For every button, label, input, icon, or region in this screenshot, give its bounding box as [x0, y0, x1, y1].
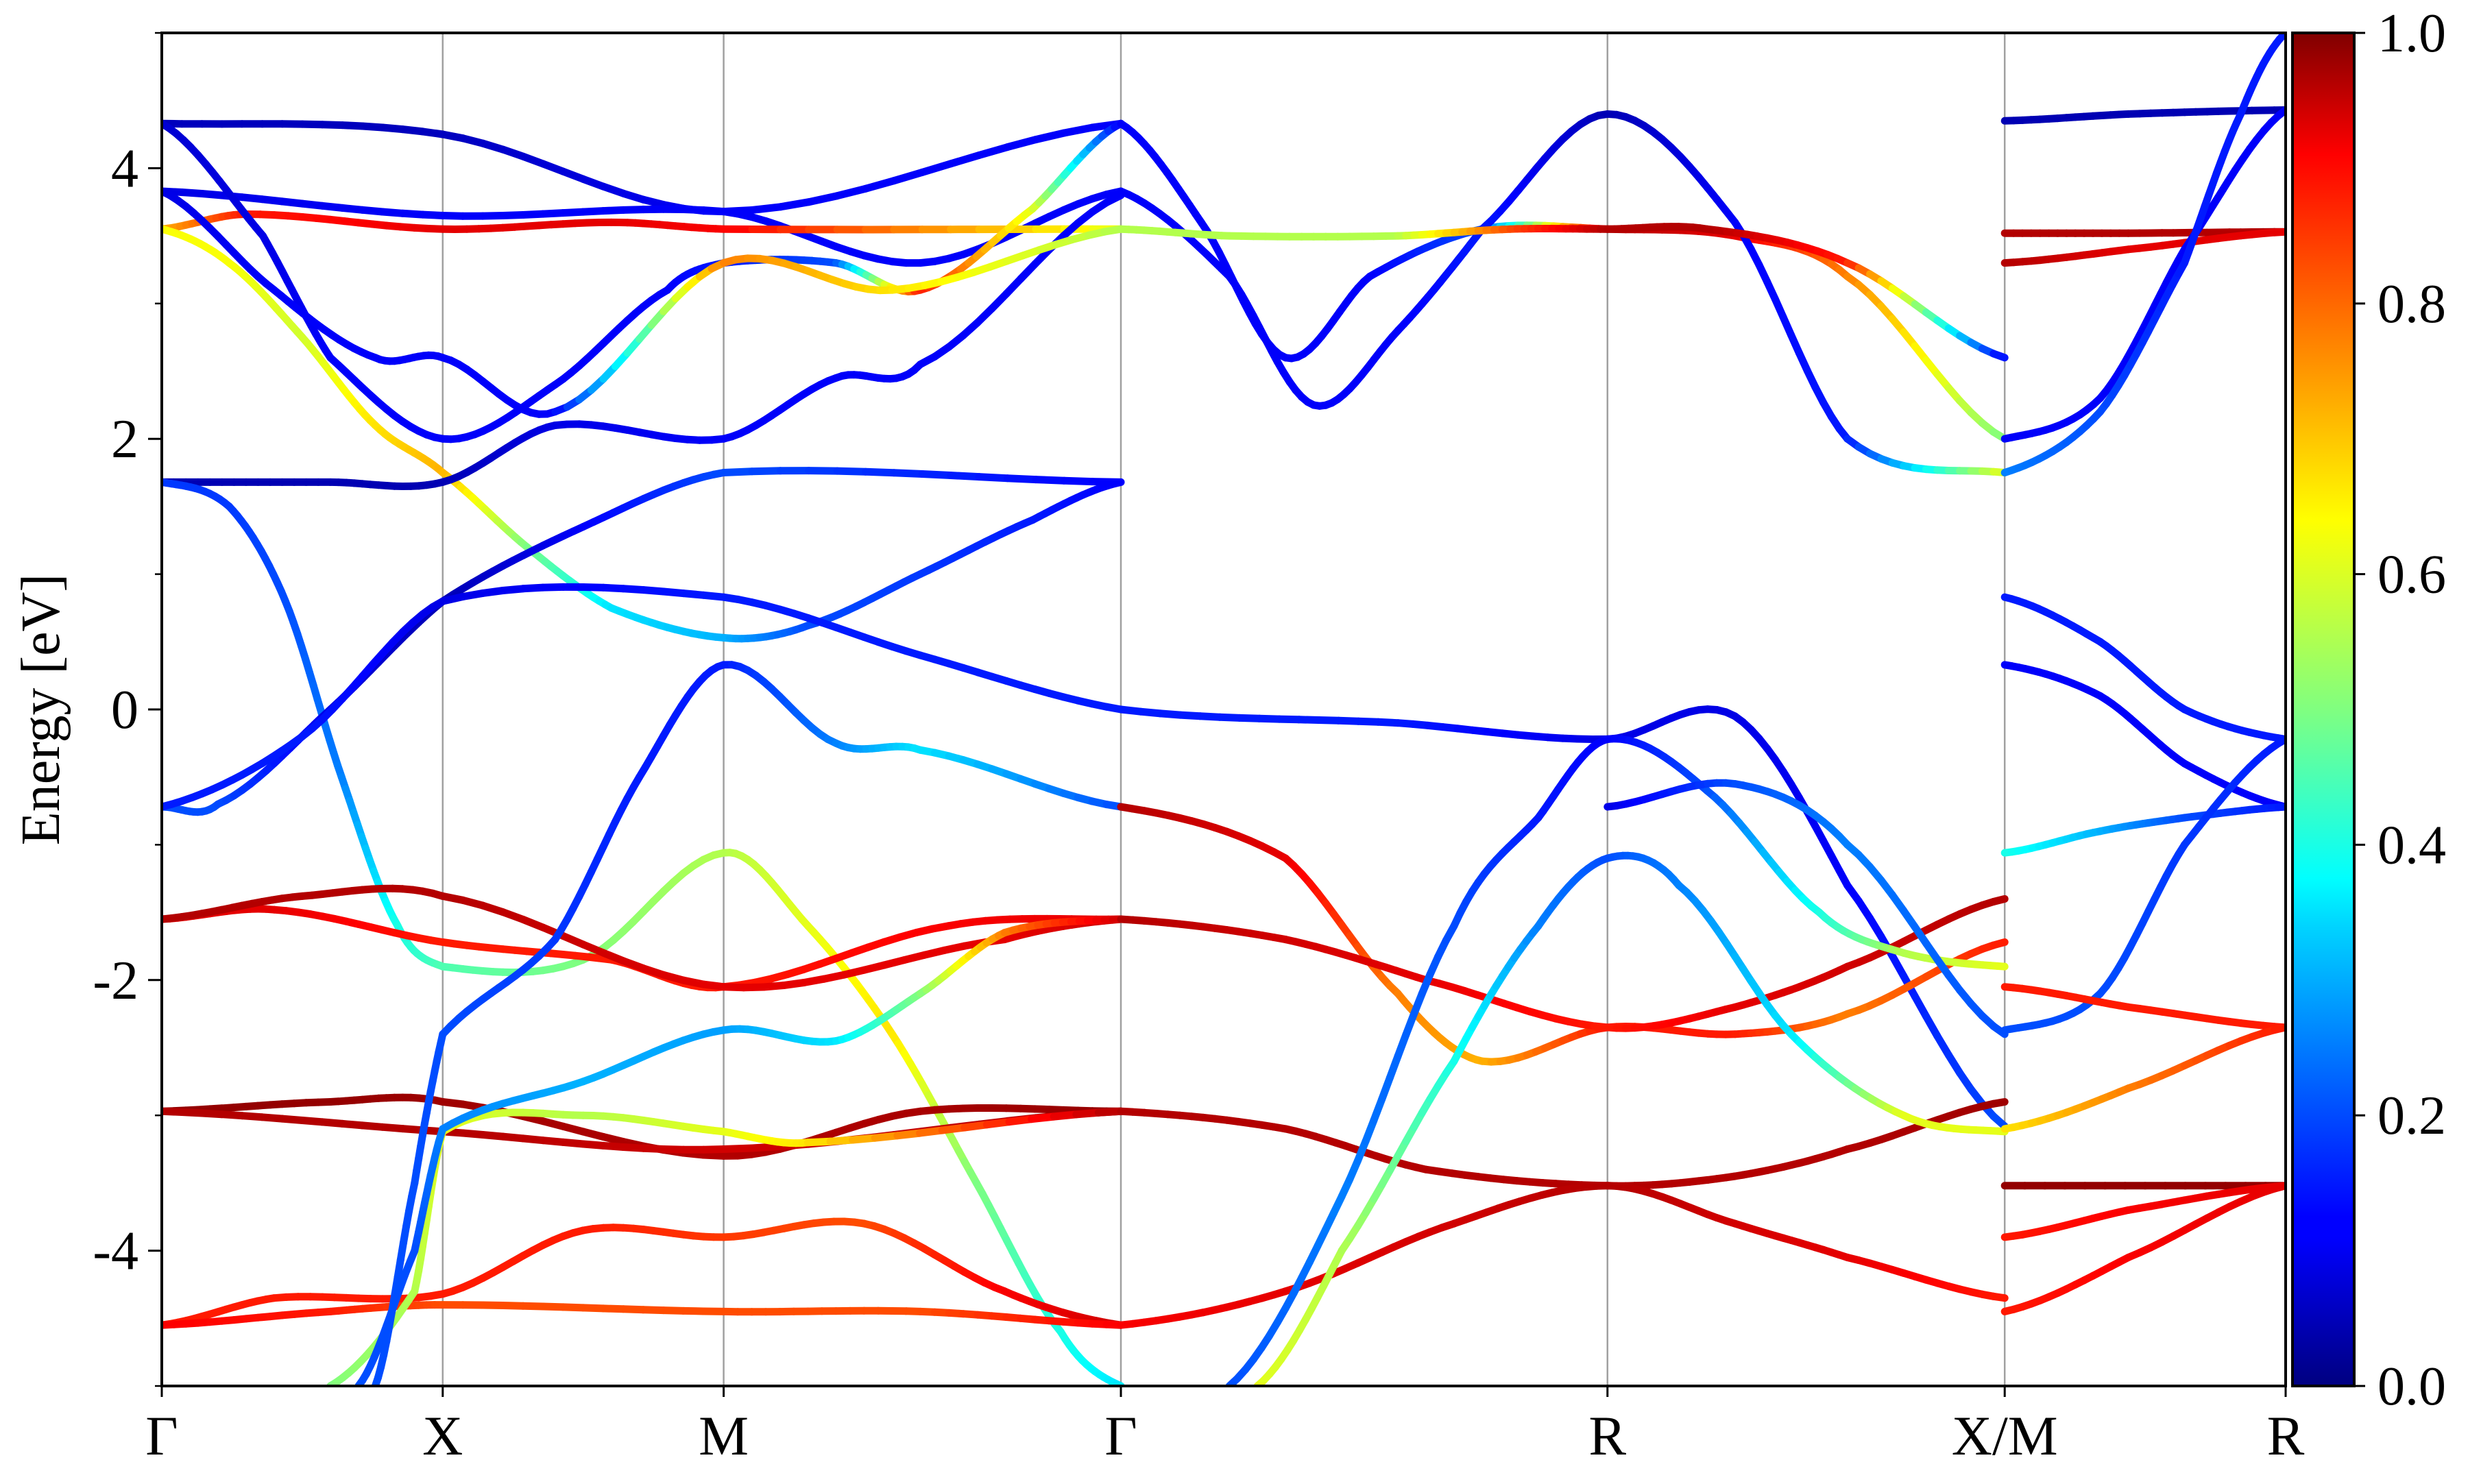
band-segment	[922, 164, 950, 173]
band-segment	[1008, 478, 1036, 480]
band-series-32	[2005, 110, 2286, 439]
band-series-0	[162, 123, 1121, 211]
band-segment	[1994, 899, 2005, 901]
band-series-35	[2005, 665, 2286, 807]
band-segment	[1036, 133, 1064, 140]
band-segment	[979, 477, 1007, 478]
band-series-37	[2005, 739, 2286, 1030]
band-segment	[724, 1148, 752, 1150]
band-lines	[162, 33, 2286, 1386]
y-tick-label: 0	[111, 680, 138, 740]
y-tick-label: 2	[111, 409, 138, 470]
colorbar-tick-label: 0.6	[2378, 545, 2446, 605]
band-series-34	[2005, 597, 2286, 739]
band-segment	[1994, 1117, 2005, 1127]
band-segment	[752, 207, 780, 210]
y-tick-label: -2	[93, 951, 138, 1011]
band-segment	[1008, 140, 1036, 147]
band-segment	[1093, 482, 1121, 483]
band-series-26	[1257, 855, 2005, 1386]
band-segment	[951, 156, 979, 164]
band-series-36	[2005, 807, 2286, 853]
colorbar-tick-label: 0.0	[2378, 1357, 2446, 1417]
band-series-25	[1121, 1186, 2005, 1325]
y-axis: -4 -2 0 2 4	[93, 33, 162, 1386]
band-segment	[866, 472, 894, 473]
band-segment	[1036, 480, 1064, 481]
band-segment	[837, 471, 865, 472]
band-segment	[809, 471, 837, 472]
band-segment	[2275, 1186, 2286, 1189]
band-series-41	[2005, 1186, 2286, 1237]
colorbar-tick-label: 0.8	[2378, 274, 2446, 334]
band-series-28	[1608, 783, 2005, 1034]
band-segment	[894, 172, 922, 180]
band-segment	[724, 472, 752, 473]
band-segment	[837, 188, 865, 195]
x-axis: Γ X M Γ R X/M R	[145, 1386, 2304, 1467]
colorbar-gradient	[2292, 33, 2354, 1386]
band-series-33	[2005, 33, 2286, 473]
band-segment	[2275, 1027, 2286, 1030]
band-segment	[1994, 1102, 2005, 1104]
colorbar-tick-label: 1.0	[2378, 3, 2446, 64]
band-segment	[979, 147, 1007, 156]
band-segment	[1994, 942, 2005, 946]
x-tick-label: M	[699, 1404, 749, 1467]
y-axis-label: Energy [eV]	[11, 574, 71, 845]
x-tick-label: Γ	[1104, 1404, 1137, 1467]
y-tick-label: 4	[111, 138, 138, 199]
band-series-27	[1229, 739, 2005, 1386]
colorbar-tick-label: 0.2	[2378, 1086, 2446, 1146]
x-tick-label: Γ	[145, 1404, 178, 1467]
band-segment	[1994, 354, 2005, 358]
x-tick-label: X/M	[1952, 1404, 2058, 1467]
band-series-17	[162, 123, 1121, 439]
band-segment	[951, 476, 979, 477]
band-segment	[866, 181, 894, 189]
band-series-2	[162, 215, 1121, 230]
colorbar: 0.0 0.2 0.4 0.6 0.8 1.0	[2292, 3, 2446, 1417]
x-tick-label: R	[2267, 1404, 2305, 1467]
band-segment	[752, 471, 780, 472]
band-segment	[809, 196, 837, 202]
band-segment	[1994, 1296, 2005, 1298]
band-series-24	[1121, 1102, 2005, 1187]
band-segment	[922, 474, 950, 476]
colorbar-tick-label: 0.4	[2378, 815, 2446, 875]
band-series-13	[162, 1305, 1121, 1326]
y-tick-label: -4	[93, 1221, 138, 1282]
band-segment	[894, 473, 922, 474]
band-segment	[752, 1146, 780, 1148]
band-series-39	[2005, 1027, 2286, 1129]
band-segment	[1064, 127, 1092, 133]
x-tick-label: R	[1588, 1404, 1626, 1467]
band-series-9	[162, 888, 1121, 988]
band-segment	[780, 202, 808, 207]
x-tick-label: X	[422, 1404, 463, 1467]
band-series-19	[1121, 123, 2005, 439]
